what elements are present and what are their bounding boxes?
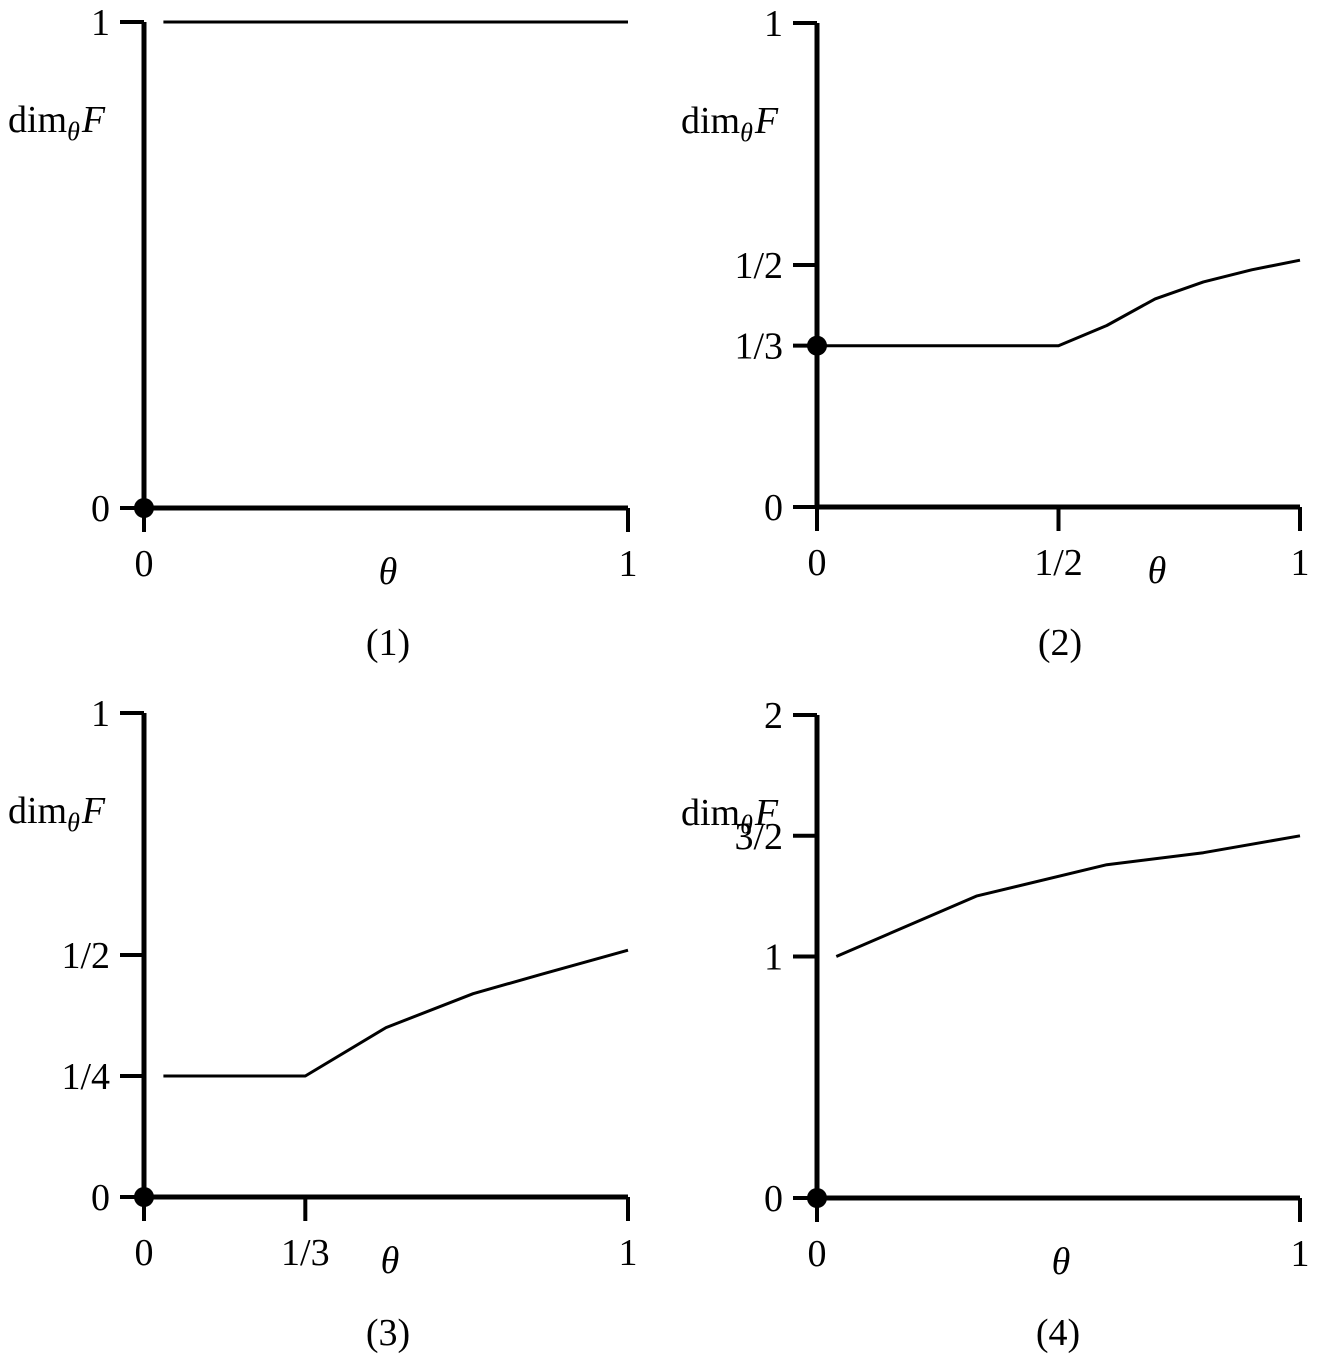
y-axis-label-base: dim [681,792,740,834]
x-axis-label: θ [1148,550,1167,592]
y-tick-label: 1 [764,937,783,979]
y-axis-label-base: dim [8,790,67,832]
x-tick-label: 1 [1291,542,1310,584]
panel-caption: (3) [366,1312,410,1354]
y-tick-label: 1 [764,3,783,45]
panel-caption: (4) [1036,1312,1080,1354]
x-tick-label: 1 [1291,1233,1310,1275]
x-tick-label: 0 [135,1232,154,1274]
data-point-marker [134,498,154,518]
x-tick-label: 0 [808,1233,827,1275]
panel-caption: (1) [366,622,410,664]
y-axis-label-base: dim [681,100,740,142]
y-tick-label: 0 [764,487,783,529]
y-tick-label: 1/2 [61,935,110,977]
y-tick-label: 1/2 [734,245,783,287]
y-tick-label: 1/3 [734,326,783,368]
y-axis-label-variable: F [81,790,106,832]
y-tick-label: 0 [91,488,110,530]
x-tick-label: 1/2 [1034,542,1083,584]
x-tick-label: 0 [808,542,827,584]
y-axis-label-subscript: θ [740,810,753,839]
y-axis-label-variable: F [754,100,779,142]
series-line [835,834,1301,958]
series-line [817,258,1301,348]
x-axis-label: θ [379,551,398,593]
x-axis-label: θ [1052,1241,1071,1283]
series-line [163,948,629,1078]
data-point-marker [807,1188,827,1208]
data-point-marker [134,1187,154,1207]
data-point-marker [807,335,827,356]
x-tick-label: 0 [135,543,154,585]
y-axis-label: dimθF [681,100,779,147]
y-axis-label-variable: F [754,792,779,834]
y-tick-label: 1 [91,693,110,735]
y-axis-label-variable: F [81,99,106,141]
y-axis-label-subscript: θ [740,118,753,147]
y-axis-label-subscript: θ [67,117,80,146]
y-axis-label: dimθF [8,99,106,146]
y-axis-label: dimθF [8,790,106,837]
panel-caption: (2) [1038,622,1082,664]
y-axis-label-subscript: θ [67,808,80,837]
y-tick-label: 2 [764,695,783,737]
y-tick-label: 3/2 [734,816,783,858]
x-tick-label: 1 [619,1232,638,1274]
y-tick-label: 1 [91,2,110,44]
y-tick-label: 0 [91,1177,110,1219]
y-axis-label-base: dim [8,99,67,141]
y-axis-label: dimθF [681,792,779,839]
x-tick-label: 1/3 [281,1232,330,1274]
x-tick-label: 1 [619,543,638,585]
x-axis-label: θ [381,1240,400,1282]
y-tick-label: 0 [764,1178,783,1220]
y-tick-label: 1/4 [61,1056,110,1098]
